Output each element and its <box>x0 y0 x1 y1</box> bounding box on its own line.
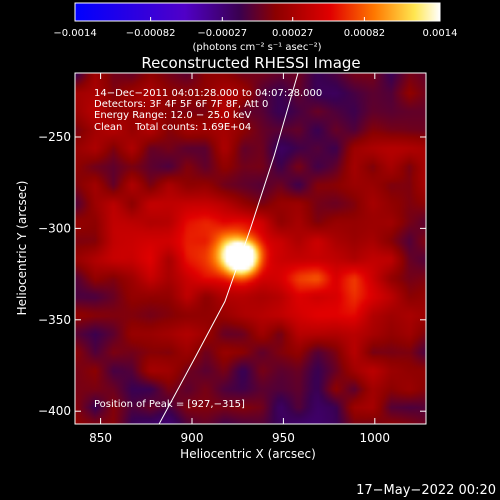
annotation-energy: Energy Range: 12.0 − 25.0 keV <box>94 110 251 121</box>
annotation-detectors: Detectors: 3F 4F 5F 6F 7F 8F, Att 0 <box>94 99 268 110</box>
y-tick-label: −250 <box>38 130 71 144</box>
plot-frame <box>74 72 427 425</box>
colorbar-tick-label: −0.0014 <box>53 28 96 39</box>
chart-title: Reconstructed RHESSI Image <box>141 54 360 72</box>
colorbar-tick-label: −0.00027 <box>197 28 247 39</box>
footer-date: 17−May−2022 00:20 <box>356 483 496 498</box>
plot-area: 850 900 950 1000 −250 −300 −350 −400 <box>38 72 427 445</box>
y-tick-label: −350 <box>38 313 71 327</box>
x-tick-label: 1000 <box>360 431 391 445</box>
solar-limb-line <box>158 72 299 425</box>
colorbar: −0.0014 −0.00082 −0.00027 0.00027 0.00082 0.0… <box>53 2 458 53</box>
y-tick-label: −400 <box>38 404 71 418</box>
colorbar-tick-label: −0.00082 <box>126 28 176 39</box>
axis-ticks: 850 900 950 1000 −250 −300 −350 −400 <box>38 73 426 445</box>
y-axis-label: Heliocentric Y (arcsec) <box>15 181 29 316</box>
colorbar-units-label: (photons cm⁻² s⁻¹ asec⁻²) <box>192 42 321 53</box>
x-tick-label: 950 <box>272 431 295 445</box>
colorbar-gradient <box>74 2 441 22</box>
y-tick-label: −300 <box>38 221 71 235</box>
colorbar-tick-label: 0.00027 <box>272 28 313 39</box>
colorbar-ticks: −0.0014 −0.00082 −0.00027 0.00027 0.00082 0.0… <box>53 17 458 39</box>
colorbar-tick-label: 0.00082 <box>344 28 385 39</box>
x-tick-label: 900 <box>181 431 204 445</box>
peak-position-label: Position of Peak = [927,−315] <box>94 399 245 410</box>
x-tick-label: 850 <box>89 431 112 445</box>
annotation-clean-counts: Clean Total counts: 1.69E+04 <box>94 122 251 133</box>
annotation-block: 14−Dec−2011 04:01:28.000 to 04:07:28.000… <box>94 88 322 133</box>
colorbar-tick-label: 0.0014 <box>423 28 458 39</box>
heatmap <box>75 73 426 424</box>
annotation-time: 14−Dec−2011 04:01:28.000 to 04:07:28.000 <box>94 88 322 99</box>
x-axis-label: Heliocentric X (arcsec) <box>180 447 316 461</box>
